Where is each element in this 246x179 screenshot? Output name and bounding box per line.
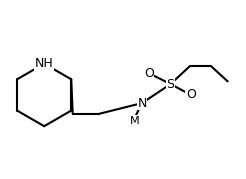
Text: N: N (137, 97, 147, 110)
Text: O: O (186, 88, 196, 101)
Text: O: O (144, 67, 154, 80)
Text: S: S (167, 78, 175, 91)
Text: NH: NH (35, 57, 54, 70)
Text: M: M (130, 116, 140, 126)
